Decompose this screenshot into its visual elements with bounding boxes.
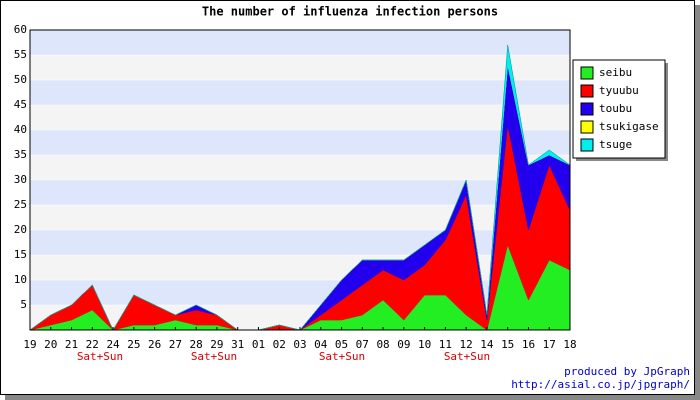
band (30, 155, 570, 180)
x-tick-label: 10 (418, 338, 431, 351)
band (30, 205, 570, 230)
shadow (5, 395, 700, 400)
x-tick-label: 28 (190, 338, 203, 351)
x-tick-label: 25 (127, 338, 140, 351)
y-tick-label: 55 (14, 48, 27, 61)
legend-swatch (580, 84, 594, 98)
x-tick-label: 08 (376, 338, 389, 351)
y-tick-label: 10 (14, 273, 27, 286)
legend-label: seibu (599, 66, 632, 79)
y-tick-label: 30 (14, 173, 27, 186)
x-tick-label: 11 (439, 338, 452, 351)
y-tick-label: 50 (14, 73, 27, 86)
legend-swatch (580, 102, 594, 116)
x-tick-label: 26 (148, 338, 161, 351)
x-tick-label: 03 (293, 338, 306, 351)
legend-swatch (580, 120, 594, 134)
annotation: Sat+Sun (191, 350, 237, 363)
legend-label: tyuubu (599, 84, 639, 97)
band (30, 230, 570, 255)
x-tick-label: 21 (65, 338, 78, 351)
y-tick-label: 35 (14, 148, 27, 161)
x-tick-label: 14 (480, 338, 494, 351)
band (30, 255, 570, 280)
band (30, 130, 570, 155)
legend-label: tsukigase (599, 120, 659, 133)
x-tick-label: 24 (106, 338, 120, 351)
x-tick-label: 15 (501, 338, 514, 351)
annotation: Sat+Sun (319, 350, 365, 363)
shadow (695, 5, 700, 400)
x-tick-label: 07 (356, 338, 369, 351)
x-tick-label: 17 (543, 338, 556, 351)
y-tick-label: 40 (14, 123, 27, 136)
annotation: Sat+Sun (77, 350, 123, 363)
x-tick-label: 05 (335, 338, 348, 351)
y-tick-label: 20 (14, 223, 27, 236)
x-tick-label: 31 (231, 338, 244, 351)
x-tick-label: 19 (23, 338, 36, 351)
footer: produced by JpGraph (564, 365, 690, 378)
x-tick-label: 09 (397, 338, 410, 351)
legend-label: tsuge (599, 138, 632, 151)
y-tick-label: 60 (14, 23, 27, 36)
x-tick-label: 27 (169, 338, 182, 351)
legend-swatch (580, 66, 594, 80)
legend-label: toubu (599, 102, 632, 115)
x-tick-label: 01 (252, 338, 265, 351)
x-tick-label: 20 (44, 338, 57, 351)
band (30, 80, 570, 105)
y-tick-label: 25 (14, 198, 27, 211)
x-tick-label: 04 (314, 338, 328, 351)
x-tick-label: 16 (522, 338, 535, 351)
band (30, 55, 570, 80)
x-tick-label: 29 (210, 338, 223, 351)
x-tick-label: 22 (86, 338, 99, 351)
x-tick-label: 12 (460, 338, 473, 351)
legend-swatch (580, 138, 594, 152)
band (30, 30, 570, 55)
x-tick-label: 02 (273, 338, 286, 351)
annotation: Sat+Sun (444, 350, 490, 363)
y-tick-label: 45 (14, 98, 27, 111)
band (30, 180, 570, 205)
x-tick-label: 18 (563, 338, 576, 351)
y-tick-label: 15 (14, 248, 27, 261)
footer: http://asial.co.jp/jpgraph/ (511, 378, 690, 391)
y-tick-label: 5 (20, 298, 27, 311)
chart-title: The number of influenza infection person… (202, 5, 498, 19)
band (30, 105, 570, 130)
